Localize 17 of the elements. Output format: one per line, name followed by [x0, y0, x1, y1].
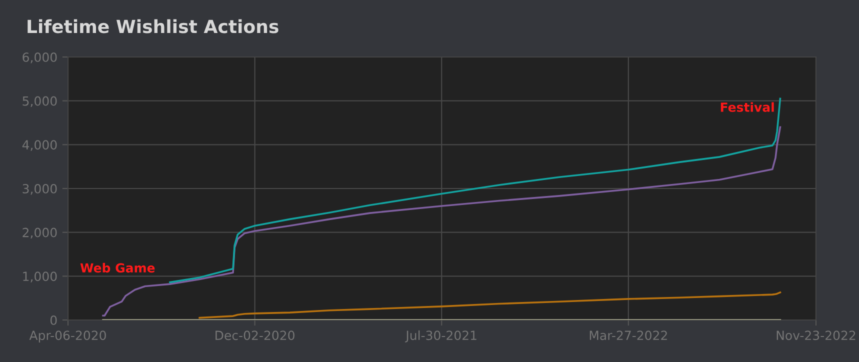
line-series — [198, 291, 782, 319]
y-tick-label: 0 — [50, 315, 57, 325]
y-tick-label: 2,000 — [22, 228, 57, 239]
line-series — [169, 98, 782, 284]
x-tick-label: Jul-30-2021 — [405, 330, 476, 342]
y-tick-label: 1,000 — [23, 272, 57, 282]
x-tick-label: Nov-23-2022 — [776, 330, 856, 340]
x-tick-label: Mar-27-2022 — [590, 330, 667, 340]
annotation: Festival — [720, 102, 774, 112]
chart-title: Lifetime Wishlist Actions — [28, 19, 278, 34]
y-tick-label: 3,000 — [22, 184, 57, 195]
annotation: Web Game — [80, 262, 155, 273]
y-tick-label: 5,000 — [22, 96, 57, 108]
x-tick-label: Apr-06-2020 — [29, 330, 106, 343]
x-tick-label: Dec-02-2020 — [216, 330, 294, 340]
y-tick-label: 6,000 — [22, 52, 57, 64]
y-tick-label: 4,000 — [22, 140, 57, 151]
